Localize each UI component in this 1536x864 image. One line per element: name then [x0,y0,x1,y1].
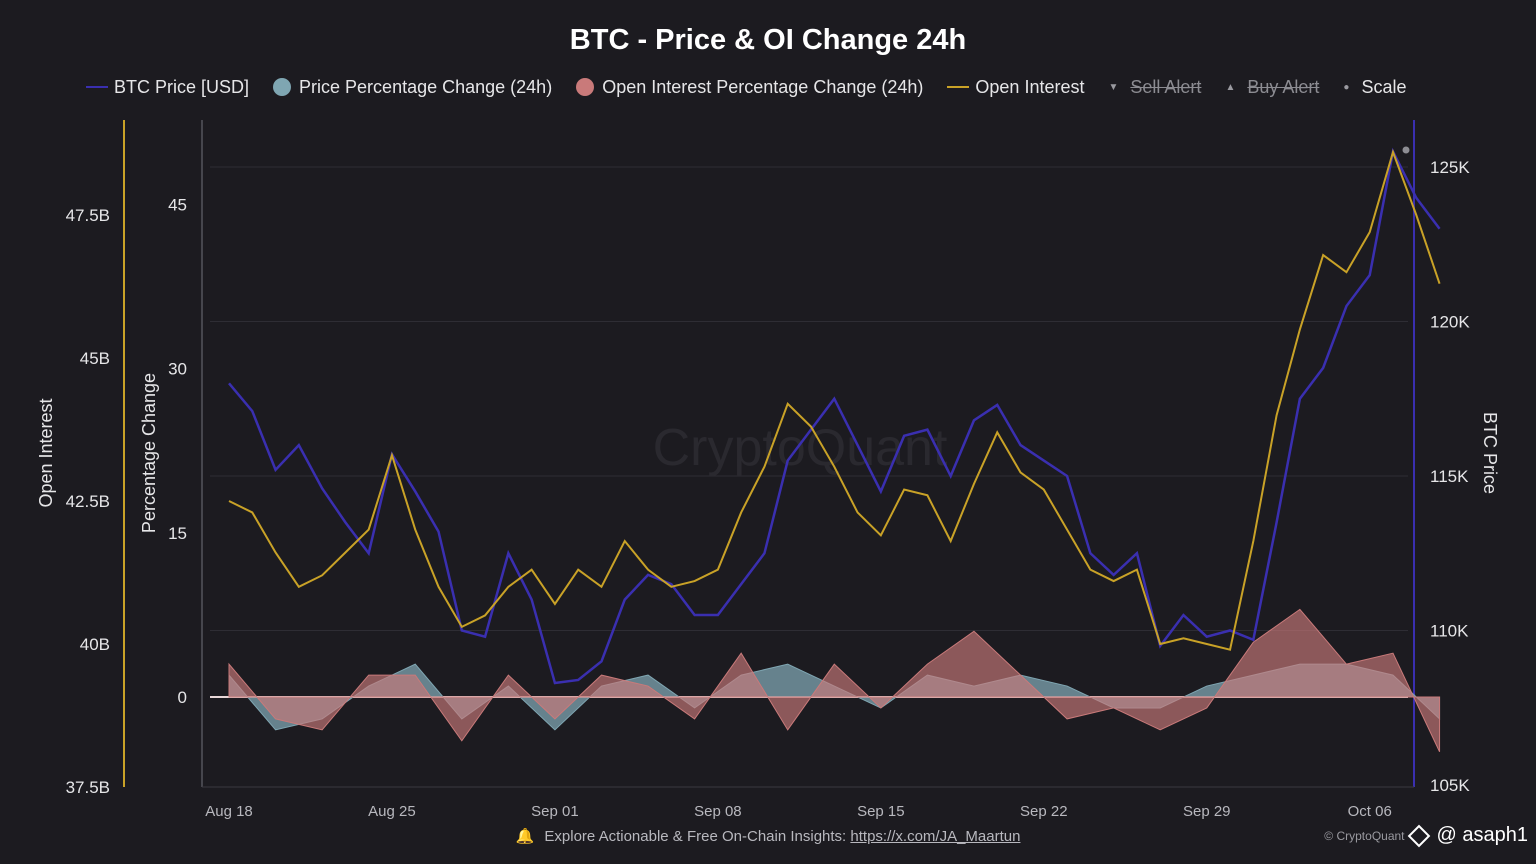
price-tick-label: 110K [1430,622,1469,641]
legend-label-sell-alert: Sell Alert [1130,76,1202,97]
oi-tick-label: 45B [80,349,110,368]
oi-tick-label: 42.5B [66,492,110,511]
legend-item-price-change[interactable]: Price Percentage Change (24h) [273,77,552,98]
legend-label-open-interest: Open Interest [975,76,1085,97]
x-tick-label: Sep 29 [1183,803,1231,820]
pct-axis-title: Percentage Change [139,373,159,533]
legend-item-sell-alert[interactable]: ▼ Sell Alert [1108,77,1201,98]
footer: 🔔 Explore Actionable & Free On-Chain Ins… [0,827,1536,845]
legend-item-btc-price[interactable]: BTC Price [USD] [86,77,249,98]
legend-line-btc-price [86,86,108,88]
chart-legend: BTC Price [USD] Price Percentage Change … [86,74,1430,100]
footer-link[interactable]: https://x.com/JA_Maartun [850,828,1021,845]
bell-icon: 🔔 [515,828,535,845]
x-tick-label: Sep 08 [694,803,742,820]
btc-price-line [228,147,1441,685]
oi-tick-label: 40B [80,635,110,654]
oi-tick-label: 37.5B [66,778,110,797]
user-handle: @ asaph1 [1436,824,1528,846]
scale-dot [1402,146,1410,154]
price-tick-label: 105K [1430,776,1470,795]
credit: © CryptoQuant @ asaph1 [1324,824,1528,847]
legend-label-btc-price: BTC Price [USD] [114,76,250,97]
x-tick-label: Oct 06 [1348,803,1392,820]
sell-alert-icon: ▼ [1108,81,1119,93]
pct-tick-label: 15 [168,524,187,543]
scale-icon: ● [1343,81,1350,93]
footer-text: Explore Actionable & Free On-Chain Insig… [544,828,851,845]
legend-item-open-interest[interactable]: Open Interest [947,77,1084,98]
legend-label-scale: Scale [1361,76,1407,97]
x-tick-label: Sep 15 [857,803,905,820]
legend-item-buy-alert[interactable]: ▲ Buy Alert [1225,77,1319,98]
price-tick-label: 120K [1430,313,1470,332]
price-tick-label: 115K [1430,467,1469,486]
legend-dot-price-change [273,78,292,96]
legend-label-oi-change: Open Interest Percentage Change (24h) [602,76,924,97]
legend-label-price-change: Price Percentage Change (24h) [299,76,553,97]
legend-line-open-interest [947,86,970,88]
pct-tick-label: 0 [178,688,187,707]
chart-title: BTC - Price & OI Change 24h [569,24,967,56]
x-tick-label: Aug 18 [205,803,253,820]
price-axis-title: BTC Price [1480,412,1500,494]
legend-item-scale[interactable]: ● Scale [1343,77,1406,98]
oi-axis-title: Open Interest [36,398,56,507]
open-interest-line [228,148,1441,651]
legend-item-oi-change[interactable]: Open Interest Percentage Change (24h) [576,77,923,98]
diamond-logo-icon [1407,824,1430,847]
cryptoquant-credit: © CryptoQuant [1324,828,1405,843]
legend-label-buy-alert: Buy Alert [1247,76,1320,97]
x-tick-label: Sep 22 [1020,803,1068,820]
x-tick-label: Sep 01 [531,803,579,820]
pct-tick-label: 30 [168,360,187,379]
buy-alert-icon: ▲ [1225,81,1236,93]
legend-dot-oi-change [576,78,595,96]
price-tick-label: 125K [1430,158,1470,177]
oi-tick-label: 47.5B [66,206,110,225]
pct-tick-label: 45 [168,195,187,214]
oi-change-area [228,608,1441,752]
x-tick-label: Aug 25 [368,803,416,820]
watermark: CryptoQuant [653,419,948,477]
